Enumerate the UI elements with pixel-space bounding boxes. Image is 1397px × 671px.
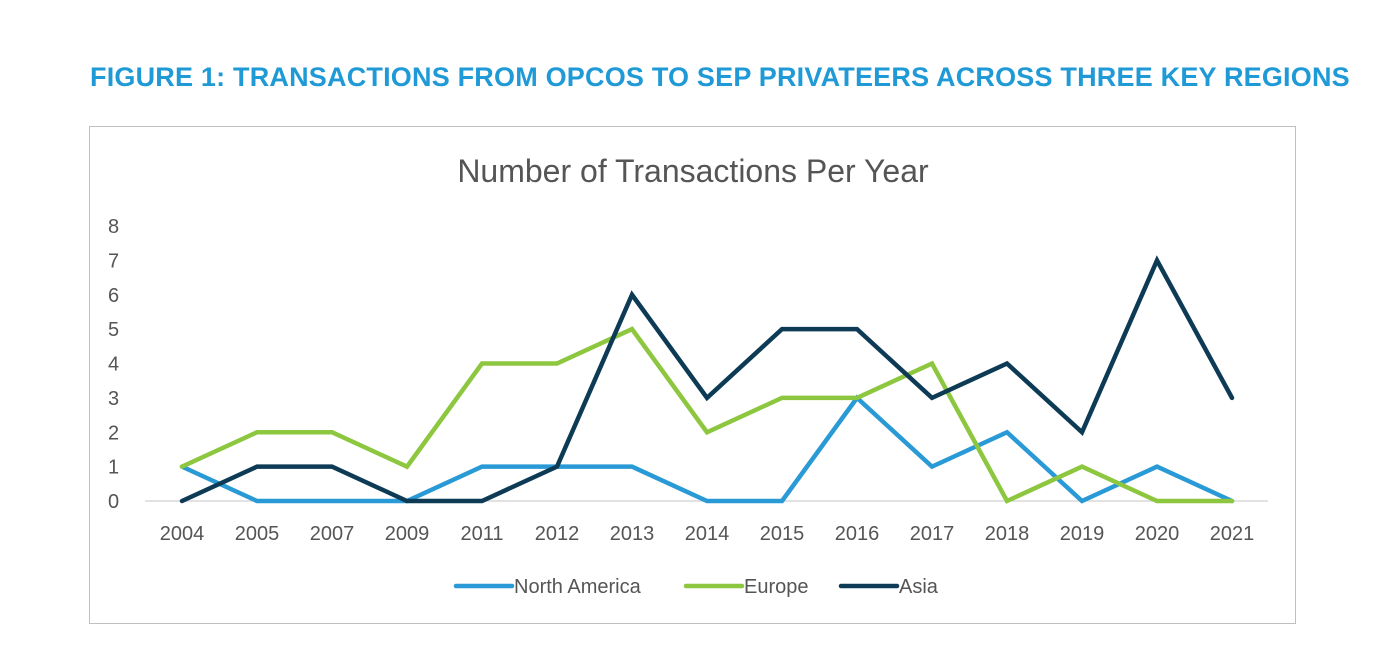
x-tick-label: 2014 [685, 523, 730, 545]
y-tick-label: 1 [108, 457, 119, 479]
legend-item-europe: Europe [683, 576, 809, 598]
x-tick-label: 2007 [310, 523, 355, 545]
legend-label: Europe [744, 576, 809, 598]
x-tick-label: 2004 [160, 523, 205, 545]
chart-title: Number of Transactions Per Year [457, 153, 929, 189]
y-tick-label: 6 [108, 285, 119, 307]
x-tick-label: 2005 [235, 523, 280, 545]
line-chart: Number of Transactions Per Year 0 1 2 3 4 5 6 7… [108, 153, 1268, 598]
x-tick-label: 2011 [460, 523, 503, 545]
legend-label: North America [514, 576, 642, 598]
legend: North America Europe Asia [453, 576, 939, 598]
legend-label: Asia [899, 576, 939, 598]
figure-title: FIGURE 1: TRANSACTIONS FROM OPCOS TO SEP… [90, 62, 1350, 92]
y-tick-label: 3 [108, 388, 119, 410]
y-tick-label: 2 [108, 422, 119, 444]
x-tick-label: 2009 [385, 523, 430, 545]
y-tick-label: 4 [108, 354, 119, 376]
x-tick-label: 2017 [910, 523, 955, 545]
y-axis-ticks: 0 1 2 3 4 5 6 7 8 [108, 216, 119, 513]
x-tick-label: 2012 [535, 523, 580, 545]
x-tick-label: 2020 [1135, 523, 1180, 545]
y-tick-label: 8 [108, 216, 119, 238]
series-lines [179, 255, 1235, 504]
series-line-europe [179, 326, 1235, 504]
x-tick-label: 2021 [1210, 523, 1255, 545]
chart-frame: Number of Transactions Per Year 0 1 2 3 4 5 6 7… [89, 126, 1296, 624]
y-tick-label: 5 [108, 319, 119, 341]
legend-item-north-america: North America [453, 576, 642, 598]
x-tick-label: 2013 [610, 523, 655, 545]
x-tick-label: 2018 [985, 523, 1030, 545]
x-tick-label: 2015 [760, 523, 805, 545]
series-line-asia [179, 255, 1235, 504]
x-tick-label: 2019 [1060, 523, 1105, 545]
y-tick-label: 7 [108, 250, 119, 272]
y-tick-label: 0 [108, 491, 119, 513]
series-line-north-america [179, 394, 1235, 504]
legend-item-asia: Asia [838, 576, 939, 598]
x-axis-ticks: 2004 2005 2007 2009 2011 2012 2013 2014 2015 2016… [160, 523, 1255, 545]
x-tick-label: 2016 [835, 523, 880, 545]
